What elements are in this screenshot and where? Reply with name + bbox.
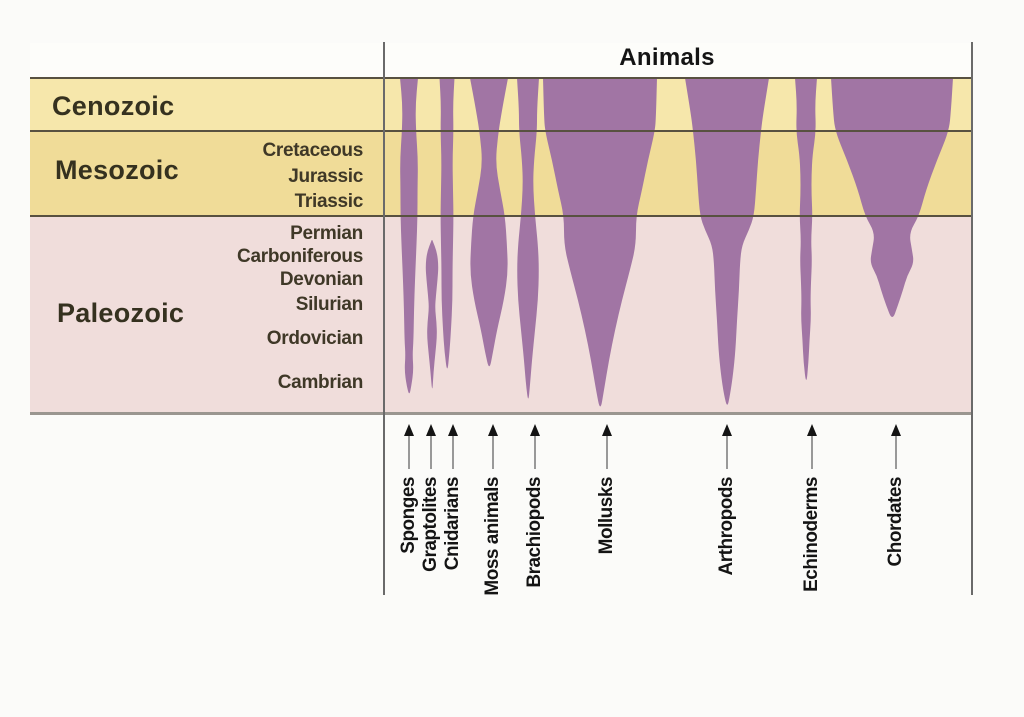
mesozoic-paleozoic-line xyxy=(30,215,973,217)
up-arrow-icon-graptolites xyxy=(426,424,436,436)
group-label-sponges: Sponges xyxy=(398,477,419,554)
up-arrow-icon-chordates xyxy=(891,424,901,436)
up-arrow-stem-brachiopods xyxy=(534,436,536,469)
up-arrow-stem-sponges xyxy=(408,436,410,469)
up-arrow-icon-mollusks xyxy=(602,424,612,436)
spindle-mollusks xyxy=(543,78,657,407)
period-label-devonian: Devonian xyxy=(279,269,363,290)
up-arrow-icon-sponges xyxy=(404,424,414,436)
spindle-graptolites xyxy=(425,240,439,389)
group-label-cnidarians: Cnidarians xyxy=(442,477,463,571)
era-label-mesozoic: Mesozoic xyxy=(55,155,179,185)
period-label-permian: Permian xyxy=(290,223,363,244)
up-arrow-icon-echinoderms xyxy=(807,424,817,436)
spindle-sponges xyxy=(400,78,418,394)
group-label-chordates: Chordates xyxy=(885,477,906,567)
group-label-echinoderms: Echinoderms xyxy=(801,477,822,592)
period-label-silurian: Silurian xyxy=(295,294,364,315)
figure-bottom-line xyxy=(30,412,973,415)
up-arrow-stem-arthropods xyxy=(726,436,728,469)
up-arrow-stem-cnidarians xyxy=(452,436,454,469)
period-label-cambrian: Cambrian xyxy=(277,372,364,393)
period-label-ordovician: Ordovician xyxy=(266,328,364,349)
up-arrow-icon-cnidarians xyxy=(448,424,458,436)
cenozoic-top-line xyxy=(30,77,973,79)
header-band xyxy=(30,43,973,78)
up-arrow-icon-brachiopods xyxy=(530,424,540,436)
spindle-echinoderms xyxy=(795,78,817,380)
group-label-brachiopods: Brachiopods xyxy=(524,477,545,588)
spindle-moss-animals xyxy=(470,78,508,367)
left-divider-line xyxy=(383,42,385,595)
spindle-chordates xyxy=(831,78,953,317)
era-label-paleozoic: Paleozoic xyxy=(57,298,185,328)
period-label-carboniferous: Carboniferous xyxy=(237,246,363,267)
up-arrow-stem-mollusks xyxy=(606,436,608,469)
up-arrow-stem-moss-animals xyxy=(492,436,494,469)
spindle-arthropods xyxy=(685,78,769,405)
right-divider-line xyxy=(971,42,973,595)
period-label-cretaceous: Cretaceous xyxy=(262,140,364,161)
group-label-mollusks: Mollusks xyxy=(596,477,617,555)
cenozoic-mesozoic-line xyxy=(30,130,973,132)
up-arrow-icon-arthropods xyxy=(722,424,732,436)
spindle-cnidarians xyxy=(439,78,455,369)
era-label-cenozoic: Cenozoic xyxy=(52,91,175,121)
up-arrow-stem-graptolites xyxy=(430,436,432,469)
period-label-jurassic: Jurassic xyxy=(288,166,363,187)
up-arrow-icon-moss-animals xyxy=(488,424,498,436)
up-arrow-stem-echinoderms xyxy=(811,436,813,469)
group-label-arthropods: Arthropods xyxy=(716,477,737,576)
animals-title: Animals xyxy=(619,44,715,71)
up-arrow-stem-chordates xyxy=(895,436,897,469)
group-label-moss-animals: Moss animals xyxy=(482,477,503,596)
spindle-brachiopods xyxy=(517,78,539,399)
group-label-graptolites: Graptolites xyxy=(420,477,441,572)
period-label-triassic: Triassic xyxy=(294,191,364,212)
